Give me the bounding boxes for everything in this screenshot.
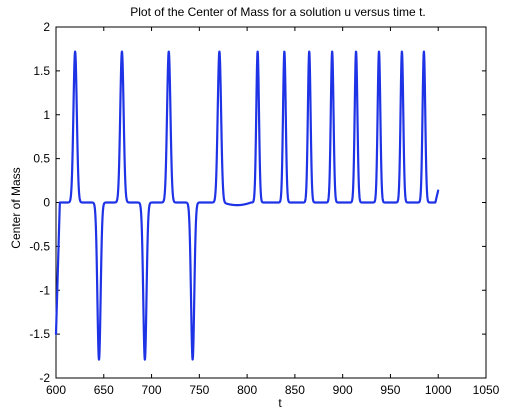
y-tick-label: -1.5 xyxy=(29,327,50,341)
center-of-mass-series-line xyxy=(54,50,440,361)
y-tick-label: 0 xyxy=(43,196,50,210)
x-tick-label: 950 xyxy=(380,383,400,397)
y-tick-label: -1 xyxy=(39,283,50,297)
x-tick-label: 600 xyxy=(46,383,66,397)
y-axis-ticks: -2 -1.5 -1 -0.5 0 0.5 1 1.5 2 xyxy=(29,20,486,385)
x-tick-label: 800 xyxy=(237,383,257,397)
y-tick-label: 2 xyxy=(43,20,50,34)
x-tick-label: 850 xyxy=(285,383,305,397)
x-axis-ticks: 600 650 700 750 800 850 900 950 1000 1050 xyxy=(46,27,500,397)
x-tick-label: 900 xyxy=(333,383,353,397)
x-axis-label: t xyxy=(278,396,282,410)
x-tick-label: 1000 xyxy=(425,383,452,397)
y-tick-label: 0.5 xyxy=(33,152,50,166)
y-tick-label: 1.5 xyxy=(33,64,50,78)
y-axis-label: Center of Mass xyxy=(9,167,23,248)
x-tick-label: 1050 xyxy=(473,383,500,397)
y-tick-label: -2 xyxy=(39,371,50,385)
x-tick-label: 700 xyxy=(142,383,162,397)
x-tick-label: 750 xyxy=(189,383,209,397)
x-tick-label: 650 xyxy=(94,383,114,397)
chart-title: Plot of the Center of Mass for a solutio… xyxy=(130,5,425,19)
y-tick-label: -0.5 xyxy=(29,239,50,253)
y-tick-label: 1 xyxy=(43,108,50,122)
